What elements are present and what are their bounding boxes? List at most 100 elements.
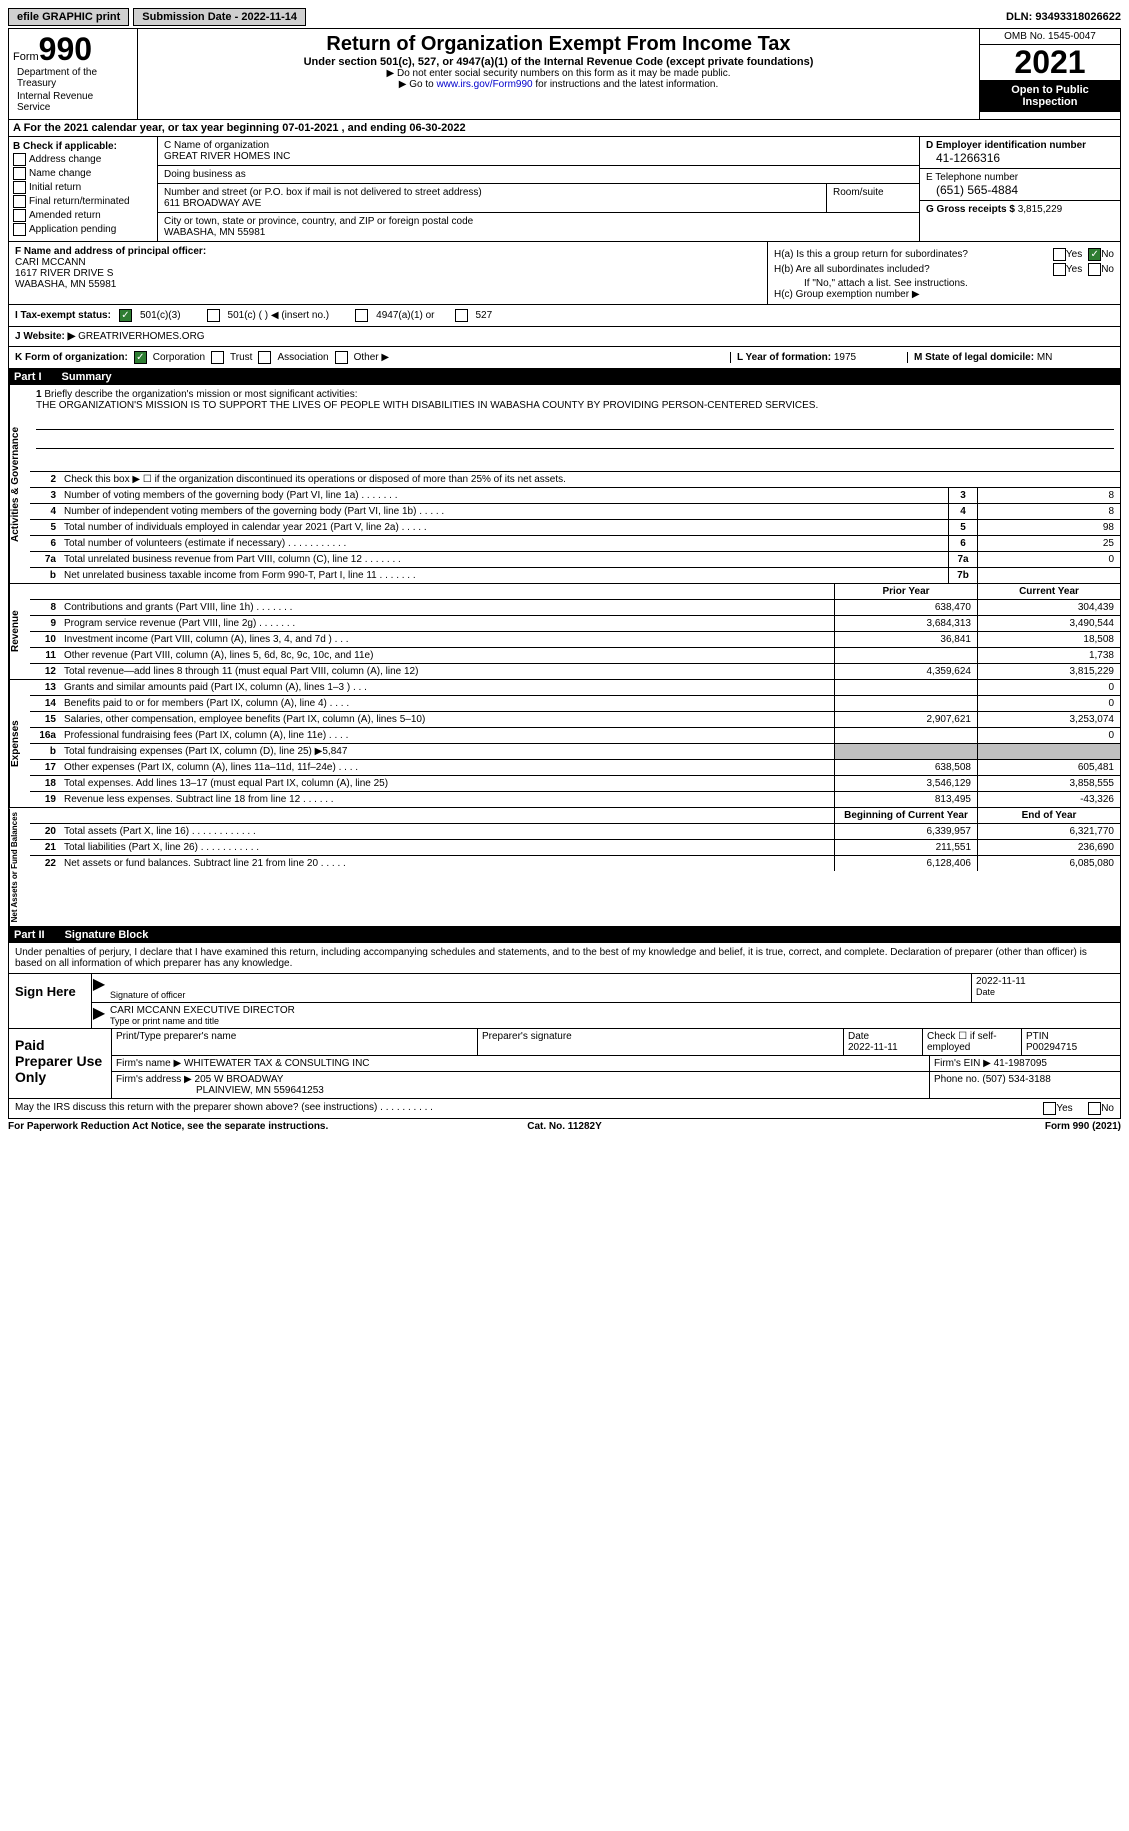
form-label: Form	[13, 51, 39, 63]
chk-501c3[interactable]	[119, 309, 132, 322]
discuss-yes[interactable]	[1043, 1102, 1056, 1115]
row-k: K Form of organization: Corporation Trus…	[8, 347, 1121, 369]
section-b: B Check if applicable: Address change Na…	[9, 137, 158, 241]
chk-name-change[interactable]: Name change	[13, 167, 153, 180]
footer-right: Form 990 (2021)	[750, 1121, 1121, 1132]
gov-vert-label: Activities & Governance	[9, 385, 30, 583]
gross-receipts-cell: G Gross receipts $ 3,815,229	[920, 201, 1120, 241]
firm-phone: (507) 534-3188	[982, 1074, 1050, 1085]
officer-addr1: 1617 RIVER DRIVE S	[15, 268, 761, 279]
tax-year: 2021	[980, 45, 1120, 80]
chk-final-return[interactable]: Final return/terminated	[13, 195, 153, 208]
ein-cell: D Employer identification number 41-1266…	[920, 137, 1120, 169]
chk-application-pending[interactable]: Application pending	[13, 223, 153, 236]
summary-row: 12Total revenue—add lines 8 through 11 (…	[30, 664, 1120, 679]
hb-no[interactable]	[1088, 263, 1101, 276]
self-employed-check[interactable]: Check ☐ if self-employed	[923, 1029, 1022, 1055]
chk-501c[interactable]	[207, 309, 220, 322]
ha-yes[interactable]	[1053, 248, 1066, 261]
chk-527[interactable]	[455, 309, 468, 322]
chk-trust[interactable]	[211, 351, 224, 364]
ha-no[interactable]	[1088, 248, 1101, 261]
row-i: I Tax-exempt status: 501(c)(3) 501(c) ( …	[8, 305, 1121, 327]
summary-row: bNet unrelated business taxable income f…	[30, 568, 1120, 583]
efile-button[interactable]: efile GRAPHIC print	[8, 8, 129, 26]
form-title-box: Return of Organization Exempt From Incom…	[138, 29, 979, 119]
summary-row: 16aProfessional fundraising fees (Part I…	[30, 728, 1120, 744]
submission-date-button[interactable]: Submission Date - 2022-11-14	[133, 8, 306, 26]
irs-link[interactable]: www.irs.gov/Form990	[436, 79, 532, 90]
hb-note: If "No," attach a list. See instructions…	[774, 278, 1114, 289]
open-public-label: Open to Public Inspection	[980, 80, 1120, 112]
firm-name: WHITEWATER TAX & CONSULTING INC	[184, 1058, 370, 1069]
year-formation: L Year of formation: 1975	[730, 352, 907, 363]
hb-yes[interactable]	[1053, 263, 1066, 276]
part1-header: Part I Summary	[8, 369, 1121, 385]
chk-corporation[interactable]	[134, 351, 147, 364]
chk-initial-return[interactable]: Initial return	[13, 181, 153, 194]
section-c: C Name of organization GREAT RIVER HOMES…	[158, 137, 919, 241]
summary-row: 15Salaries, other compensation, employee…	[30, 712, 1120, 728]
page-footer: For Paperwork Reduction Act Notice, see …	[8, 1119, 1121, 1134]
summary-row: 18Total expenses. Add lines 13–17 (must …	[30, 776, 1120, 792]
hb-label: H(b) Are all subordinates included?	[774, 264, 1053, 275]
section-f: F Name and address of principal officer:…	[9, 242, 768, 304]
summary-row: bTotal fundraising expenses (Part IX, co…	[30, 744, 1120, 760]
chk-other[interactable]	[335, 351, 348, 364]
summary-row: 3Number of voting members of the governi…	[30, 488, 1120, 504]
chk-address-change[interactable]: Address change	[13, 153, 153, 166]
summary-row: 13Grants and similar amounts paid (Part …	[30, 680, 1120, 696]
phone-cell: E Telephone number (651) 565-4884	[920, 169, 1120, 201]
footer-mid: Cat. No. 11282Y	[379, 1121, 750, 1132]
chk-amended-return[interactable]: Amended return	[13, 209, 153, 222]
gov-section: Activities & Governance 1 Briefly descri…	[8, 385, 1121, 584]
sign-here-label: Sign Here	[9, 974, 92, 1028]
sig-officer-label: Signature of officer	[110, 990, 967, 1000]
mission-block: 1 Briefly describe the organization's mi…	[30, 385, 1120, 472]
chk-4947[interactable]	[355, 309, 368, 322]
discuss-no[interactable]	[1088, 1102, 1101, 1115]
section-h: H(a) Is this a group return for subordin…	[768, 242, 1120, 304]
header-info-block: B Check if applicable: Address change Na…	[8, 137, 1121, 242]
dept-treasury: Department of the Treasury	[13, 65, 133, 91]
prep-date: 2022-11-11	[848, 1042, 918, 1053]
summary-row: 9Program service revenue (Part VIII, lin…	[30, 616, 1120, 632]
website-value: GREATRIVERHOMES.ORG	[78, 331, 205, 342]
org-name-cell: C Name of organization GREAT RIVER HOMES…	[158, 137, 919, 166]
year-box: OMB No. 1545-0047 2021 Open to Public In…	[979, 29, 1120, 119]
ptin-value: P00294715	[1026, 1042, 1116, 1053]
summary-row: 22Net assets or fund balances. Subtract …	[30, 856, 1120, 871]
summary-row: 19Revenue less expenses. Subtract line 1…	[30, 792, 1120, 807]
chk-association[interactable]	[258, 351, 271, 364]
paid-prep-label: Paid Preparer Use Only	[9, 1029, 112, 1098]
form-subtitle: Under section 501(c), 527, or 4947(a)(1)…	[142, 56, 975, 68]
rev-section: Revenue Prior Year Current Year 8Contrib…	[8, 584, 1121, 680]
section-b-label: B Check if applicable:	[13, 141, 153, 152]
firm-ein: 41-1987095	[994, 1058, 1047, 1069]
summary-row: 8Contributions and grants (Part VIII, li…	[30, 600, 1120, 616]
rev-vert-label: Revenue	[9, 584, 30, 679]
firm-addr2: PLAINVIEW, MN 559641253	[116, 1085, 925, 1096]
org-name: GREAT RIVER HOMES INC	[164, 151, 913, 162]
officer-name: CARI MCCANN	[15, 257, 761, 268]
ha-label: H(a) Is this a group return for subordin…	[774, 249, 1053, 260]
mission-text: THE ORGANIZATION'S MISSION IS TO SUPPORT…	[36, 400, 818, 411]
summary-row: 11Other revenue (Part VIII, column (A), …	[30, 648, 1120, 664]
line-a: A For the 2021 calendar year, or tax yea…	[8, 120, 1121, 137]
form-number: 990	[39, 31, 92, 67]
form-header: Form990 Department of the Treasury Inter…	[8, 28, 1121, 120]
state-domicile: M State of legal domicile: MN	[907, 352, 1114, 363]
dln-label: DLN: 93493318026622	[1006, 11, 1121, 23]
line-2: 2 Check this box ▶ ☐ if the organization…	[30, 472, 1120, 488]
section-fh: F Name and address of principal officer:…	[8, 242, 1121, 305]
summary-row: 20Total assets (Part X, line 16) . . . .…	[30, 824, 1120, 840]
street-row: Number and street (or P.O. box if mail i…	[158, 184, 919, 213]
ein-value: 41-1266316	[926, 151, 1114, 165]
room-suite: Room/suite	[827, 184, 919, 212]
summary-row: 10Investment income (Part VIII, column (…	[30, 632, 1120, 648]
discuss-row: May the IRS discuss this return with the…	[8, 1099, 1121, 1119]
omb-number: OMB No. 1545-0047	[980, 29, 1120, 45]
summary-row: 7aTotal unrelated business revenue from …	[30, 552, 1120, 568]
officer-addr2: WABASHA, MN 55981	[15, 279, 761, 290]
signature-block: Under penalties of perjury, I declare th…	[8, 943, 1121, 1029]
